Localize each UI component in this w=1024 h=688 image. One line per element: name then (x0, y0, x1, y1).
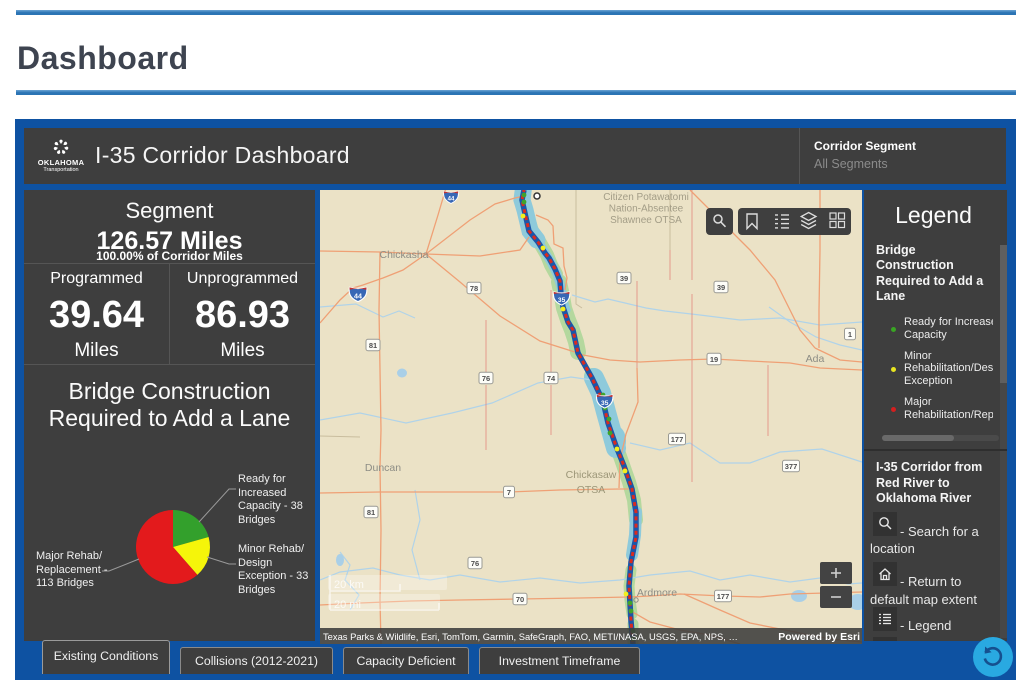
svg-text:39: 39 (620, 274, 628, 283)
svg-text:Citizen Potawatomi: Citizen Potawatomi (603, 192, 689, 203)
svg-text:Chickasha: Chickasha (379, 249, 428, 261)
svg-text:39: 39 (717, 283, 725, 292)
svg-text:1: 1 (848, 330, 852, 339)
svg-text:177: 177 (717, 592, 730, 601)
svg-text:76: 76 (482, 374, 490, 383)
svg-text:81: 81 (369, 341, 377, 350)
svg-text:Duncan: Duncan (365, 462, 401, 474)
svg-text:Nation-Absentee: Nation-Absentee (609, 204, 684, 215)
svg-text:78: 78 (470, 284, 478, 293)
svg-text:377: 377 (785, 462, 798, 471)
svg-text:19: 19 (710, 355, 718, 364)
svg-text:Chickasaw: Chickasaw (566, 469, 617, 481)
svg-text:177: 177 (671, 435, 684, 444)
svg-text:Texas Parks & Wildlife, Esri,: Texas Parks & Wildlife, Esri, TomTom, Ga… (323, 631, 738, 642)
svg-text:35: 35 (558, 297, 566, 304)
svg-text:20 mi: 20 mi (334, 599, 361, 611)
svg-text:OTSA: OTSA (577, 484, 606, 496)
svg-text:44: 44 (448, 197, 455, 203)
svg-text:7: 7 (507, 488, 511, 497)
svg-text:20 km: 20 km (334, 579, 364, 591)
svg-text:44: 44 (354, 292, 362, 300)
svg-text:Shawnee OTSA: Shawnee OTSA (610, 215, 682, 226)
svg-text:Ardmore: Ardmore (637, 587, 677, 599)
svg-text:76: 76 (471, 559, 479, 568)
svg-text:Ada: Ada (806, 353, 825, 365)
svg-text:70: 70 (516, 595, 524, 604)
svg-text:74: 74 (547, 374, 556, 383)
svg-text:Powered by Esri: Powered by Esri (778, 631, 860, 643)
svg-text:35: 35 (601, 400, 609, 407)
svg-text:81: 81 (367, 508, 375, 517)
